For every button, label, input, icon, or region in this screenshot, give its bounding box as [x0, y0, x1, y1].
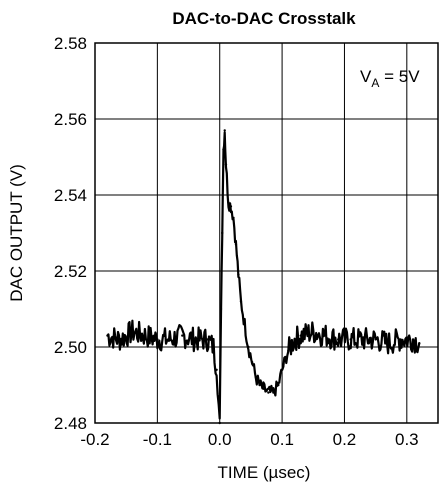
data-point	[262, 387, 265, 390]
data-point	[254, 376, 258, 379]
annotation-main: V	[360, 67, 372, 86]
data-point	[418, 342, 421, 345]
y-axis-ticks: 2.48 2.50 2.52 2.54 2.56 2.58	[54, 34, 87, 433]
data-point	[247, 345, 250, 349]
data-point	[361, 338, 365, 341]
y-axis-label: DAC OUTPUT (V)	[7, 164, 26, 302]
data-point	[299, 334, 302, 337]
data-point	[258, 383, 261, 387]
data-point	[221, 231, 224, 235]
plot-frame	[94, 42, 439, 424]
data-point	[277, 383, 280, 387]
data-point	[222, 148, 225, 151]
data-point	[282, 364, 285, 368]
x-tick-label: 0.1	[270, 430, 294, 449]
data-point	[181, 334, 184, 337]
data-point	[215, 368, 218, 371]
data-point	[386, 342, 390, 345]
x-axis-ticks: -0.2 -0.1 0.0 0.1 0.2 0.3	[80, 430, 418, 449]
y-tick-label: 2.58	[54, 34, 87, 53]
chart-title: DAC-to-DAC Crosstalk	[172, 9, 356, 28]
annotation-rest: = 5V	[379, 67, 420, 86]
data-point	[227, 201, 230, 204]
x-tick-label: 0.3	[395, 430, 419, 449]
y-tick-label: 2.56	[54, 110, 87, 129]
data-point	[193, 338, 196, 341]
data-point	[324, 334, 327, 337]
supply-voltage-annotation: VA = 5V	[360, 67, 420, 90]
data-point	[219, 307, 223, 311]
data-point	[239, 300, 243, 303]
data-point	[168, 338, 172, 341]
data-point	[224, 163, 228, 166]
data-point	[237, 273, 240, 276]
data-point	[229, 205, 233, 208]
data-point	[272, 391, 275, 394]
data-point	[206, 338, 209, 341]
x-tick-label: 0.0	[208, 430, 232, 449]
data-point	[223, 129, 226, 132]
data-point	[374, 338, 377, 341]
grid	[94, 42, 438, 424]
y-tick-label: 2.48	[54, 414, 87, 433]
data-point	[267, 391, 270, 394]
y-tick-label: 2.50	[54, 338, 87, 357]
data-point	[411, 338, 415, 341]
data-point	[349, 338, 352, 341]
data-point	[106, 334, 109, 337]
series-trace	[106, 131, 421, 420]
data-point	[250, 361, 254, 364]
data-point	[156, 338, 159, 341]
x-tick-label: 0.2	[333, 430, 357, 449]
y-tick-label: 2.54	[54, 186, 87, 205]
data-point	[212, 345, 215, 349]
data-point	[118, 338, 122, 341]
data-point	[337, 338, 340, 341]
data-point	[143, 334, 147, 337]
x-tick-label: -0.2	[80, 430, 109, 449]
data-point	[293, 338, 296, 341]
data-point	[243, 323, 246, 326]
series-layer	[106, 129, 421, 425]
data-point	[234, 243, 238, 246]
x-axis-label: TIME (µsec)	[218, 463, 311, 482]
annotation-subscript: A	[371, 76, 379, 90]
y-tick-label: 2.52	[54, 262, 87, 281]
data-point	[232, 216, 235, 219]
data-point	[131, 330, 134, 333]
data-point	[399, 338, 402, 341]
x-tick-label: -0.1	[143, 430, 172, 449]
data-point	[287, 349, 290, 352]
data-point	[312, 330, 315, 333]
